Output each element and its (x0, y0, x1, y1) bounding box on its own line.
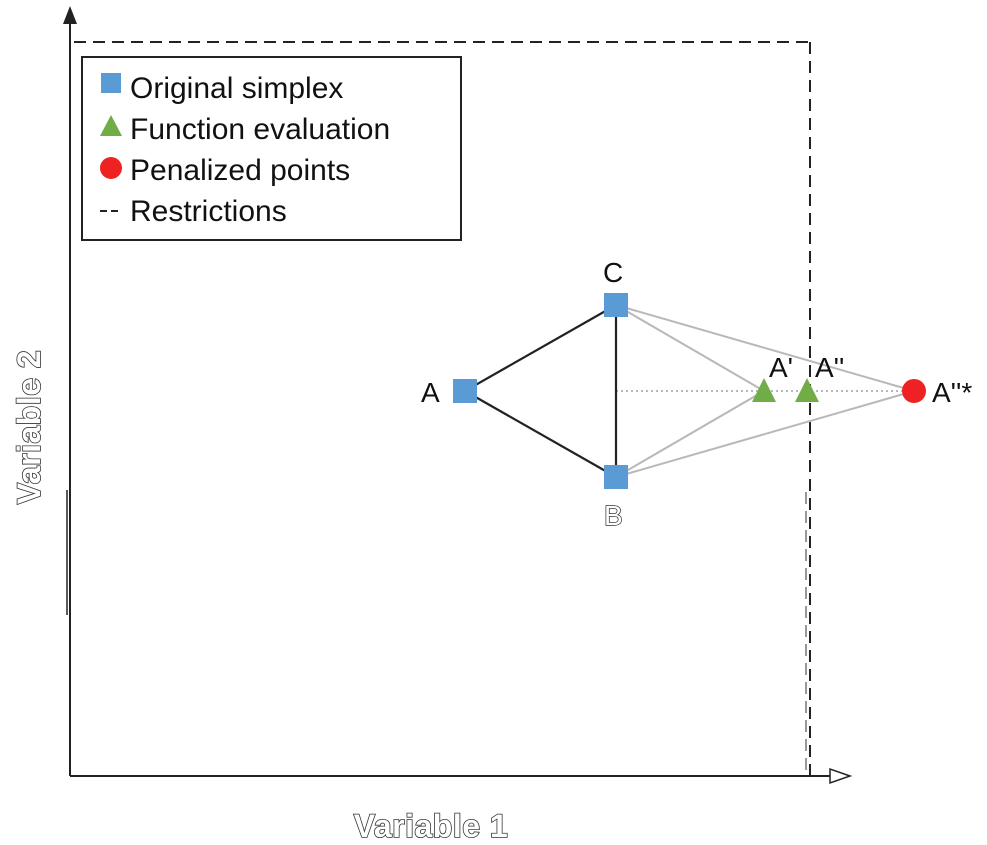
legend-circle-marker (100, 157, 122, 179)
restriction-boundary (74, 41, 811, 776)
point-b-marker (604, 465, 628, 489)
point-labels: A C B A' A'' A''* (421, 257, 972, 532)
point-a1-label: A' (769, 352, 793, 383)
point-a2-marker (795, 378, 819, 402)
legend-item-penalized: Penalized points (130, 154, 350, 187)
edge-a-c (464, 304, 617, 392)
point-c-marker (604, 293, 628, 317)
legend-item-simplex: Original simplex (130, 72, 343, 105)
point-a-label: A (421, 377, 440, 408)
legend: Original simplex Function evaluation Pen… (81, 56, 462, 241)
legend-box (81, 56, 462, 241)
legend-triangle-marker (100, 115, 122, 136)
y-axis-label: Variable 2 (11, 350, 47, 504)
legend-item-restrictions: Restrictions (130, 195, 287, 228)
legend-square-marker (101, 73, 121, 93)
x-axis-label: Variable 1 (354, 808, 508, 844)
construction-lines (615, 304, 915, 478)
point-a3-marker (902, 379, 926, 403)
edge-a-b (464, 390, 617, 478)
y-axis-arrow (63, 6, 77, 24)
reflection-line-c-a3 (615, 304, 915, 392)
point-b-label: B (604, 500, 623, 531)
reflection-line-c-a1 (615, 304, 765, 392)
point-a1-marker (752, 378, 776, 402)
legend-item-evaluation: Function evaluation (130, 113, 390, 146)
simplex-edges (464, 304, 618, 478)
axes (63, 6, 853, 785)
x-axis-arrow (829, 767, 853, 785)
point-a2-label: A'' (815, 352, 844, 383)
point-a3-label: A''* (932, 377, 972, 408)
reflection-line-b-a3 (615, 390, 915, 478)
point-a-marker (453, 379, 477, 403)
points (453, 293, 926, 489)
reflection-line-b-a1 (615, 390, 765, 478)
point-c-label: C (603, 257, 623, 288)
